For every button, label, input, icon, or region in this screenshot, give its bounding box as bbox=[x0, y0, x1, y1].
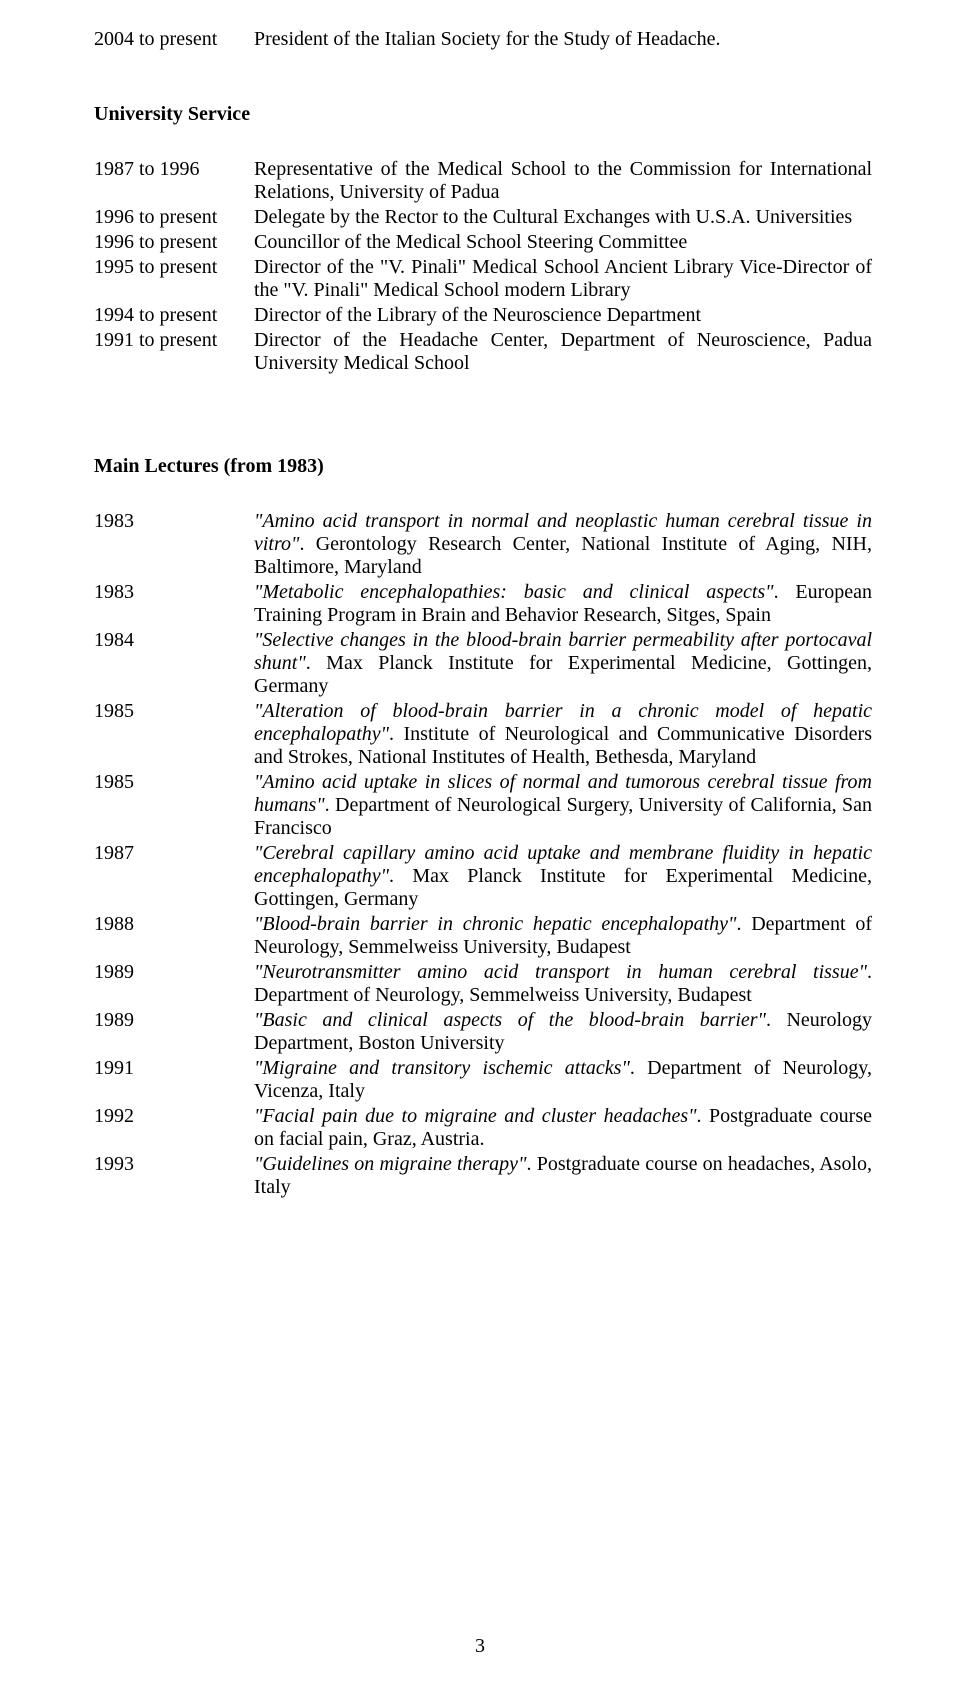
lecture-year: 1984 bbox=[94, 629, 254, 652]
lecture-year: 1983 bbox=[94, 510, 254, 533]
university-service-year: 1996 to present bbox=[94, 206, 254, 229]
lecture-row: 1992"Facial pain due to migraine and clu… bbox=[94, 1105, 872, 1151]
lecture-row: 1985"Amino acid uptake in slices of norm… bbox=[94, 771, 872, 840]
university-service-list: 1987 to 1996Representative of the Medica… bbox=[94, 158, 872, 375]
university-service-row: 1994 to presentDirector of the Library o… bbox=[94, 304, 872, 327]
lecture-year: 1987 bbox=[94, 842, 254, 865]
lecture-desc: "Alteration of blood-brain barrier in a … bbox=[254, 700, 872, 769]
university-service-heading: University Service bbox=[94, 103, 872, 126]
lecture-year: 1993 bbox=[94, 1153, 254, 1176]
university-service-desc: Delegate by the Rector to the Cultural E… bbox=[254, 206, 872, 229]
lecture-year: 1985 bbox=[94, 700, 254, 723]
lecture-row: 1984"Selective changes in the blood-brai… bbox=[94, 629, 872, 698]
lecture-year: 1992 bbox=[94, 1105, 254, 1128]
lecture-title: "Migraine and transitory ischemic attack… bbox=[254, 1057, 630, 1079]
lecture-desc: "Cerebral capillary amino acid uptake an… bbox=[254, 842, 872, 911]
university-service-year: 1991 to present bbox=[94, 329, 254, 352]
lecture-row: 1987"Cerebral capillary amino acid uptak… bbox=[94, 842, 872, 911]
university-service-desc: Director of the Library of the Neuroscie… bbox=[254, 304, 872, 327]
top-entry-desc: President of the Italian Society for the… bbox=[254, 28, 872, 51]
lecture-year: 1989 bbox=[94, 961, 254, 984]
lecture-row: 1985"Alteration of blood-brain barrier i… bbox=[94, 700, 872, 769]
lectures-heading: Main Lectures (from 1983) bbox=[94, 455, 872, 478]
university-service-year: 1996 to present bbox=[94, 231, 254, 254]
lecture-year: 1983 bbox=[94, 581, 254, 604]
lecture-desc: "Amino acid uptake in slices of normal a… bbox=[254, 771, 872, 840]
lecture-desc: "Neurotransmitter amino acid transport i… bbox=[254, 961, 872, 1007]
university-service-year: 1995 to present bbox=[94, 256, 254, 279]
university-service-desc: Director of the "V. Pinali" Medical Scho… bbox=[254, 256, 872, 302]
page-number: 3 bbox=[0, 1635, 960, 1658]
lecture-year: 1989 bbox=[94, 1009, 254, 1032]
university-service-row: 1996 to presentCouncillor of the Medical… bbox=[94, 231, 872, 254]
lecture-year: 1988 bbox=[94, 913, 254, 936]
university-service-year: 1987 to 1996 bbox=[94, 158, 254, 181]
lecture-row: 1983"Metabolic encephalopathies: basic a… bbox=[94, 581, 872, 627]
lecture-desc: "Amino acid transport in normal and neop… bbox=[254, 510, 872, 579]
university-service-row: 1996 to presentDelegate by the Rector to… bbox=[94, 206, 872, 229]
lecture-desc: "Facial pain due to migraine and cluster… bbox=[254, 1105, 872, 1151]
lecture-desc: "Blood-brain barrier in chronic hepatic … bbox=[254, 913, 872, 959]
lecture-title: "Facial pain due to migraine and cluster… bbox=[254, 1105, 697, 1127]
university-service-row: 1995 to presentDirector of the "V. Pinal… bbox=[94, 256, 872, 302]
lectures-list: 1983"Amino acid transport in normal and … bbox=[94, 510, 872, 1199]
lecture-row: 1983"Amino acid transport in normal and … bbox=[94, 510, 872, 579]
lecture-title: "Guidelines on migraine therapy" bbox=[254, 1153, 526, 1175]
university-service-year: 1994 to present bbox=[94, 304, 254, 327]
university-service-row: 1991 to presentDirector of the Headache … bbox=[94, 329, 872, 375]
university-service-desc: Councillor of the Medical School Steerin… bbox=[254, 231, 872, 254]
lecture-title: "Metabolic encephalopathies: basic and c… bbox=[254, 581, 774, 603]
university-service-row: 1987 to 1996Representative of the Medica… bbox=[94, 158, 872, 204]
lecture-year: 1991 bbox=[94, 1057, 254, 1080]
top-entry: 2004 to present President of the Italian… bbox=[94, 28, 872, 51]
lecture-desc: "Selective changes in the blood-brain ba… bbox=[254, 629, 872, 698]
lecture-rest: . Gerontology Research Center, National … bbox=[254, 533, 872, 578]
lecture-title: "Basic and clinical aspects of the blood… bbox=[254, 1009, 766, 1031]
university-service-desc: Director of the Headache Center, Departm… bbox=[254, 329, 872, 375]
lecture-row: 1993"Guidelines on migraine therapy". Po… bbox=[94, 1153, 872, 1199]
lecture-rest: . Max Planck Institute for Experimental … bbox=[254, 652, 872, 697]
lecture-desc: "Migraine and transitory ischemic attack… bbox=[254, 1057, 872, 1103]
lecture-row: 1989"Basic and clinical aspects of the b… bbox=[94, 1009, 872, 1055]
lecture-title: "Neurotransmitter amino acid transport i… bbox=[254, 961, 867, 983]
lecture-desc: "Guidelines on migraine therapy". Postgr… bbox=[254, 1153, 872, 1199]
lecture-row: 1991"Migraine and transitory ischemic at… bbox=[94, 1057, 872, 1103]
university-service-desc: Representative of the Medical School to … bbox=[254, 158, 872, 204]
lecture-desc: "Basic and clinical aspects of the blood… bbox=[254, 1009, 872, 1055]
lecture-row: 1988"Blood-brain barrier in chronic hepa… bbox=[94, 913, 872, 959]
lecture-title: "Blood-brain barrier in chronic hepatic … bbox=[254, 913, 736, 935]
lecture-row: 1989"Neurotransmitter amino acid transpo… bbox=[94, 961, 872, 1007]
lecture-desc: "Metabolic encephalopathies: basic and c… bbox=[254, 581, 872, 627]
top-entry-year: 2004 to present bbox=[94, 28, 254, 51]
lecture-rest: . Department of Neurological Surgery, Un… bbox=[254, 794, 872, 839]
page: 2004 to present President of the Italian… bbox=[0, 0, 960, 1686]
lecture-year: 1985 bbox=[94, 771, 254, 794]
